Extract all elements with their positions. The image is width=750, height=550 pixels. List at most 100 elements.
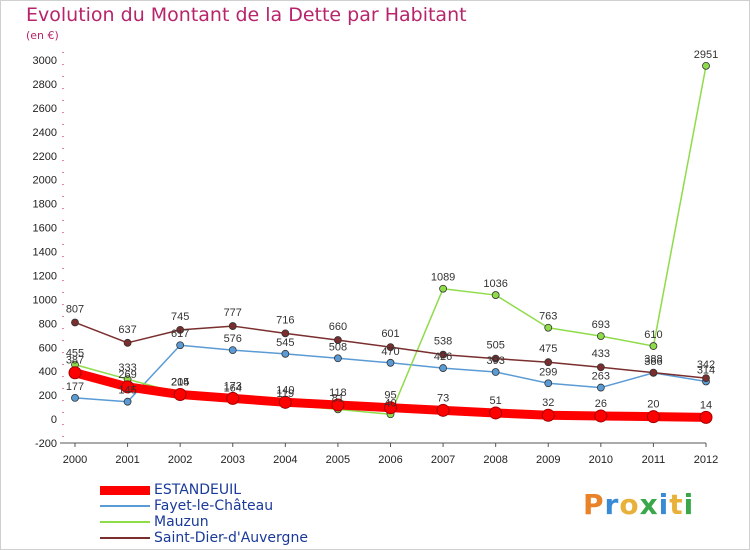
logo-letter: x (639, 488, 659, 521)
data-point (439, 284, 447, 293)
data-label: 455 (66, 348, 84, 360)
data-point (121, 380, 135, 394)
logo-letter: i (658, 488, 670, 521)
y-tick-label: 2800 (33, 79, 57, 91)
data-label: 205 (171, 377, 189, 389)
y-tick-label: 1000 (33, 294, 57, 306)
data-label: 508 (329, 341, 347, 353)
x-tick-label: 2000 (63, 454, 87, 466)
data-label: 601 (381, 328, 399, 340)
data-label: 545 (276, 337, 294, 349)
data-point (439, 350, 447, 359)
data-label: 20 (647, 399, 659, 411)
y-tick-label: 400 (39, 366, 57, 378)
y-tick-label: 600 (39, 342, 57, 354)
data-point (491, 291, 500, 299)
data-label: 118 (329, 387, 347, 399)
data-point (226, 391, 240, 405)
data-point (596, 383, 605, 392)
y-tick-label: 0 (51, 414, 57, 426)
x-tick-label: 2008 (483, 454, 507, 466)
data-label: 610 (644, 329, 662, 341)
data-point (334, 336, 342, 344)
y-tick-label: -200 (35, 438, 57, 450)
data-label: 145 (118, 385, 136, 397)
data-label: 2951 (694, 49, 718, 61)
data-label: 433 (592, 348, 610, 360)
x-tick-label: 2010 (589, 454, 613, 466)
x-tick-label: 2011 (642, 454, 666, 466)
data-label: 32 (542, 397, 554, 409)
data-label: 386 (644, 356, 662, 368)
y-tick-label: 1600 (33, 223, 57, 235)
data-label: 660 (329, 321, 347, 333)
y-tick-label: 2400 (33, 127, 57, 139)
data-label: 177 (66, 381, 84, 393)
data-label: 617 (171, 328, 189, 340)
data-point (646, 410, 660, 424)
x-tick-label: 2003 (221, 454, 245, 466)
data-point (491, 354, 500, 363)
data-label: 576 (224, 333, 242, 345)
data-point (649, 368, 658, 377)
legend-item: Saint-Dier-d'Auvergne (100, 530, 420, 546)
y-tick-label: 1400 (33, 247, 57, 259)
x-tick-label: 2001 (115, 454, 139, 466)
y-tick-label: 200 (39, 390, 57, 402)
legend-swatch (100, 505, 150, 507)
data-label: 777 (224, 307, 242, 319)
data-label: 393 (486, 355, 504, 367)
data-label: 333 (118, 362, 136, 374)
data-label: 387 (66, 355, 84, 367)
data-point (699, 410, 713, 424)
x-tick-label: 2007 (431, 454, 455, 466)
data-point (489, 406, 503, 420)
logo-letter: r (604, 488, 620, 521)
legend-label: Mauzun (154, 514, 209, 530)
legend-swatch (100, 537, 150, 539)
logo-letter: o (619, 488, 640, 521)
data-point (544, 379, 553, 388)
data-label: 314 (697, 364, 715, 376)
data-point (596, 332, 605, 341)
data-point (491, 368, 500, 376)
data-label: 164 (224, 382, 242, 394)
data-label: 119 (277, 388, 295, 400)
data-label: 475 (539, 343, 557, 355)
data-label: 1089 (431, 272, 455, 284)
data-point (228, 346, 237, 355)
data-label: 81 (332, 392, 344, 404)
data-label: 388 (644, 354, 662, 366)
data-point (278, 395, 292, 409)
data-point (386, 358, 395, 367)
legend-item: Mauzun (100, 514, 420, 530)
data-label: 693 (592, 319, 610, 331)
data-label: 299 (539, 366, 557, 378)
y-tick-label: 1800 (33, 199, 57, 211)
x-tick-label: 2005 (326, 454, 350, 466)
data-label: 173 (224, 380, 242, 392)
data-point (384, 401, 397, 415)
data-label: 763 (539, 311, 557, 323)
legend-swatch (100, 486, 150, 495)
data-point (71, 393, 79, 402)
data-point (123, 338, 132, 347)
data-label: 538 (434, 336, 452, 348)
y-tick-label: 2200 (33, 151, 57, 163)
data-point (386, 343, 395, 352)
data-point (649, 342, 658, 350)
data-point (702, 374, 710, 383)
data-label: 470 (381, 346, 399, 358)
data-point (334, 354, 342, 363)
data-point (173, 388, 187, 402)
data-point (544, 358, 553, 367)
data-label: 1036 (483, 278, 507, 290)
data-point (541, 408, 555, 422)
data-point (331, 398, 345, 412)
data-label: 505 (486, 340, 504, 352)
data-label: 716 (276, 314, 294, 326)
data-point (702, 61, 710, 70)
data-label: 73 (437, 392, 449, 404)
